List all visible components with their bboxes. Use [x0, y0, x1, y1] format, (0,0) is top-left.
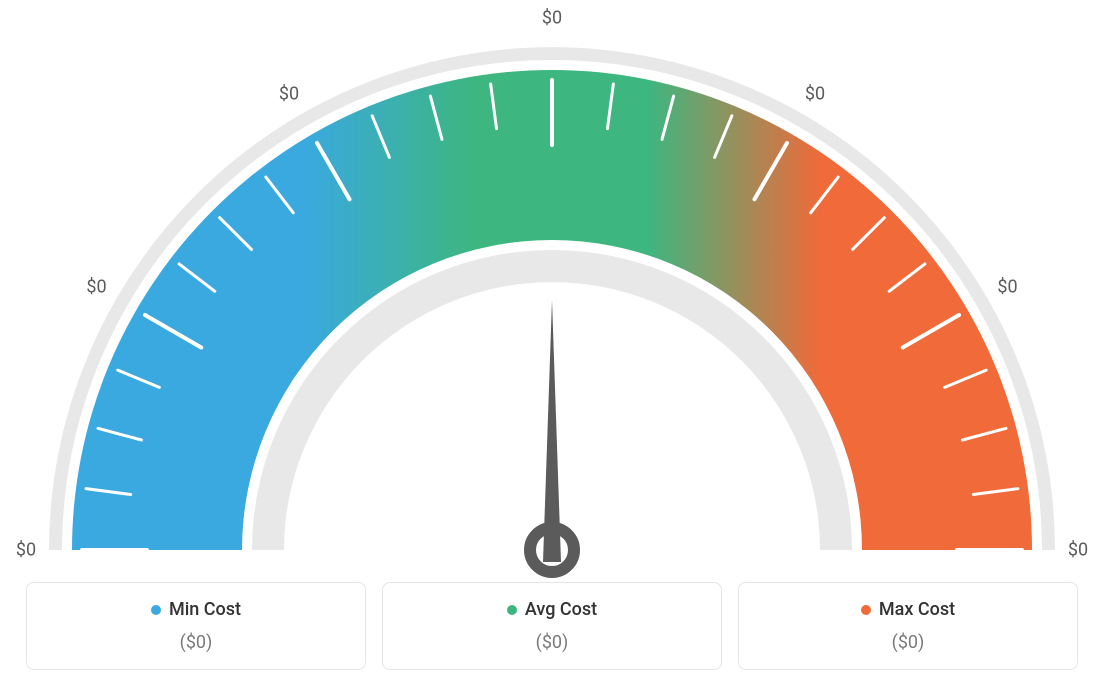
max-cost-dot-icon — [861, 605, 871, 615]
avg-cost-value: ($0) — [403, 632, 701, 653]
max-cost-title: Max Cost — [759, 599, 1057, 620]
gauge-tick-label: $0 — [16, 540, 36, 561]
avg-cost-label: Avg Cost — [525, 599, 597, 620]
avg-cost-title: Avg Cost — [403, 599, 701, 620]
min-cost-card: Min Cost ($0) — [26, 582, 366, 670]
min-cost-label: Min Cost — [169, 599, 241, 620]
cost-gauge: $0$0$0$0$0$0$0 — [22, 20, 1082, 560]
min-cost-dot-icon — [151, 605, 161, 615]
max-cost-card: Max Cost ($0) — [738, 582, 1078, 670]
gauge-tick-label: $0 — [86, 277, 106, 298]
avg-cost-card: Avg Cost ($0) — [382, 582, 722, 670]
gauge-tick-label: $0 — [997, 277, 1017, 298]
cost-cards-row: Min Cost ($0) Avg Cost ($0) Max Cost ($0… — [0, 582, 1104, 670]
gauge-tick-label: $0 — [542, 8, 562, 29]
min-cost-value: ($0) — [47, 632, 345, 653]
max-cost-label: Max Cost — [879, 599, 955, 620]
max-cost-value: ($0) — [759, 632, 1057, 653]
gauge-tick-label: $0 — [1068, 540, 1088, 561]
gauge-svg — [22, 20, 1082, 580]
min-cost-title: Min Cost — [47, 599, 345, 620]
gauge-tick-label: $0 — [805, 84, 825, 105]
avg-cost-dot-icon — [507, 605, 517, 615]
gauge-tick-label: $0 — [279, 84, 299, 105]
